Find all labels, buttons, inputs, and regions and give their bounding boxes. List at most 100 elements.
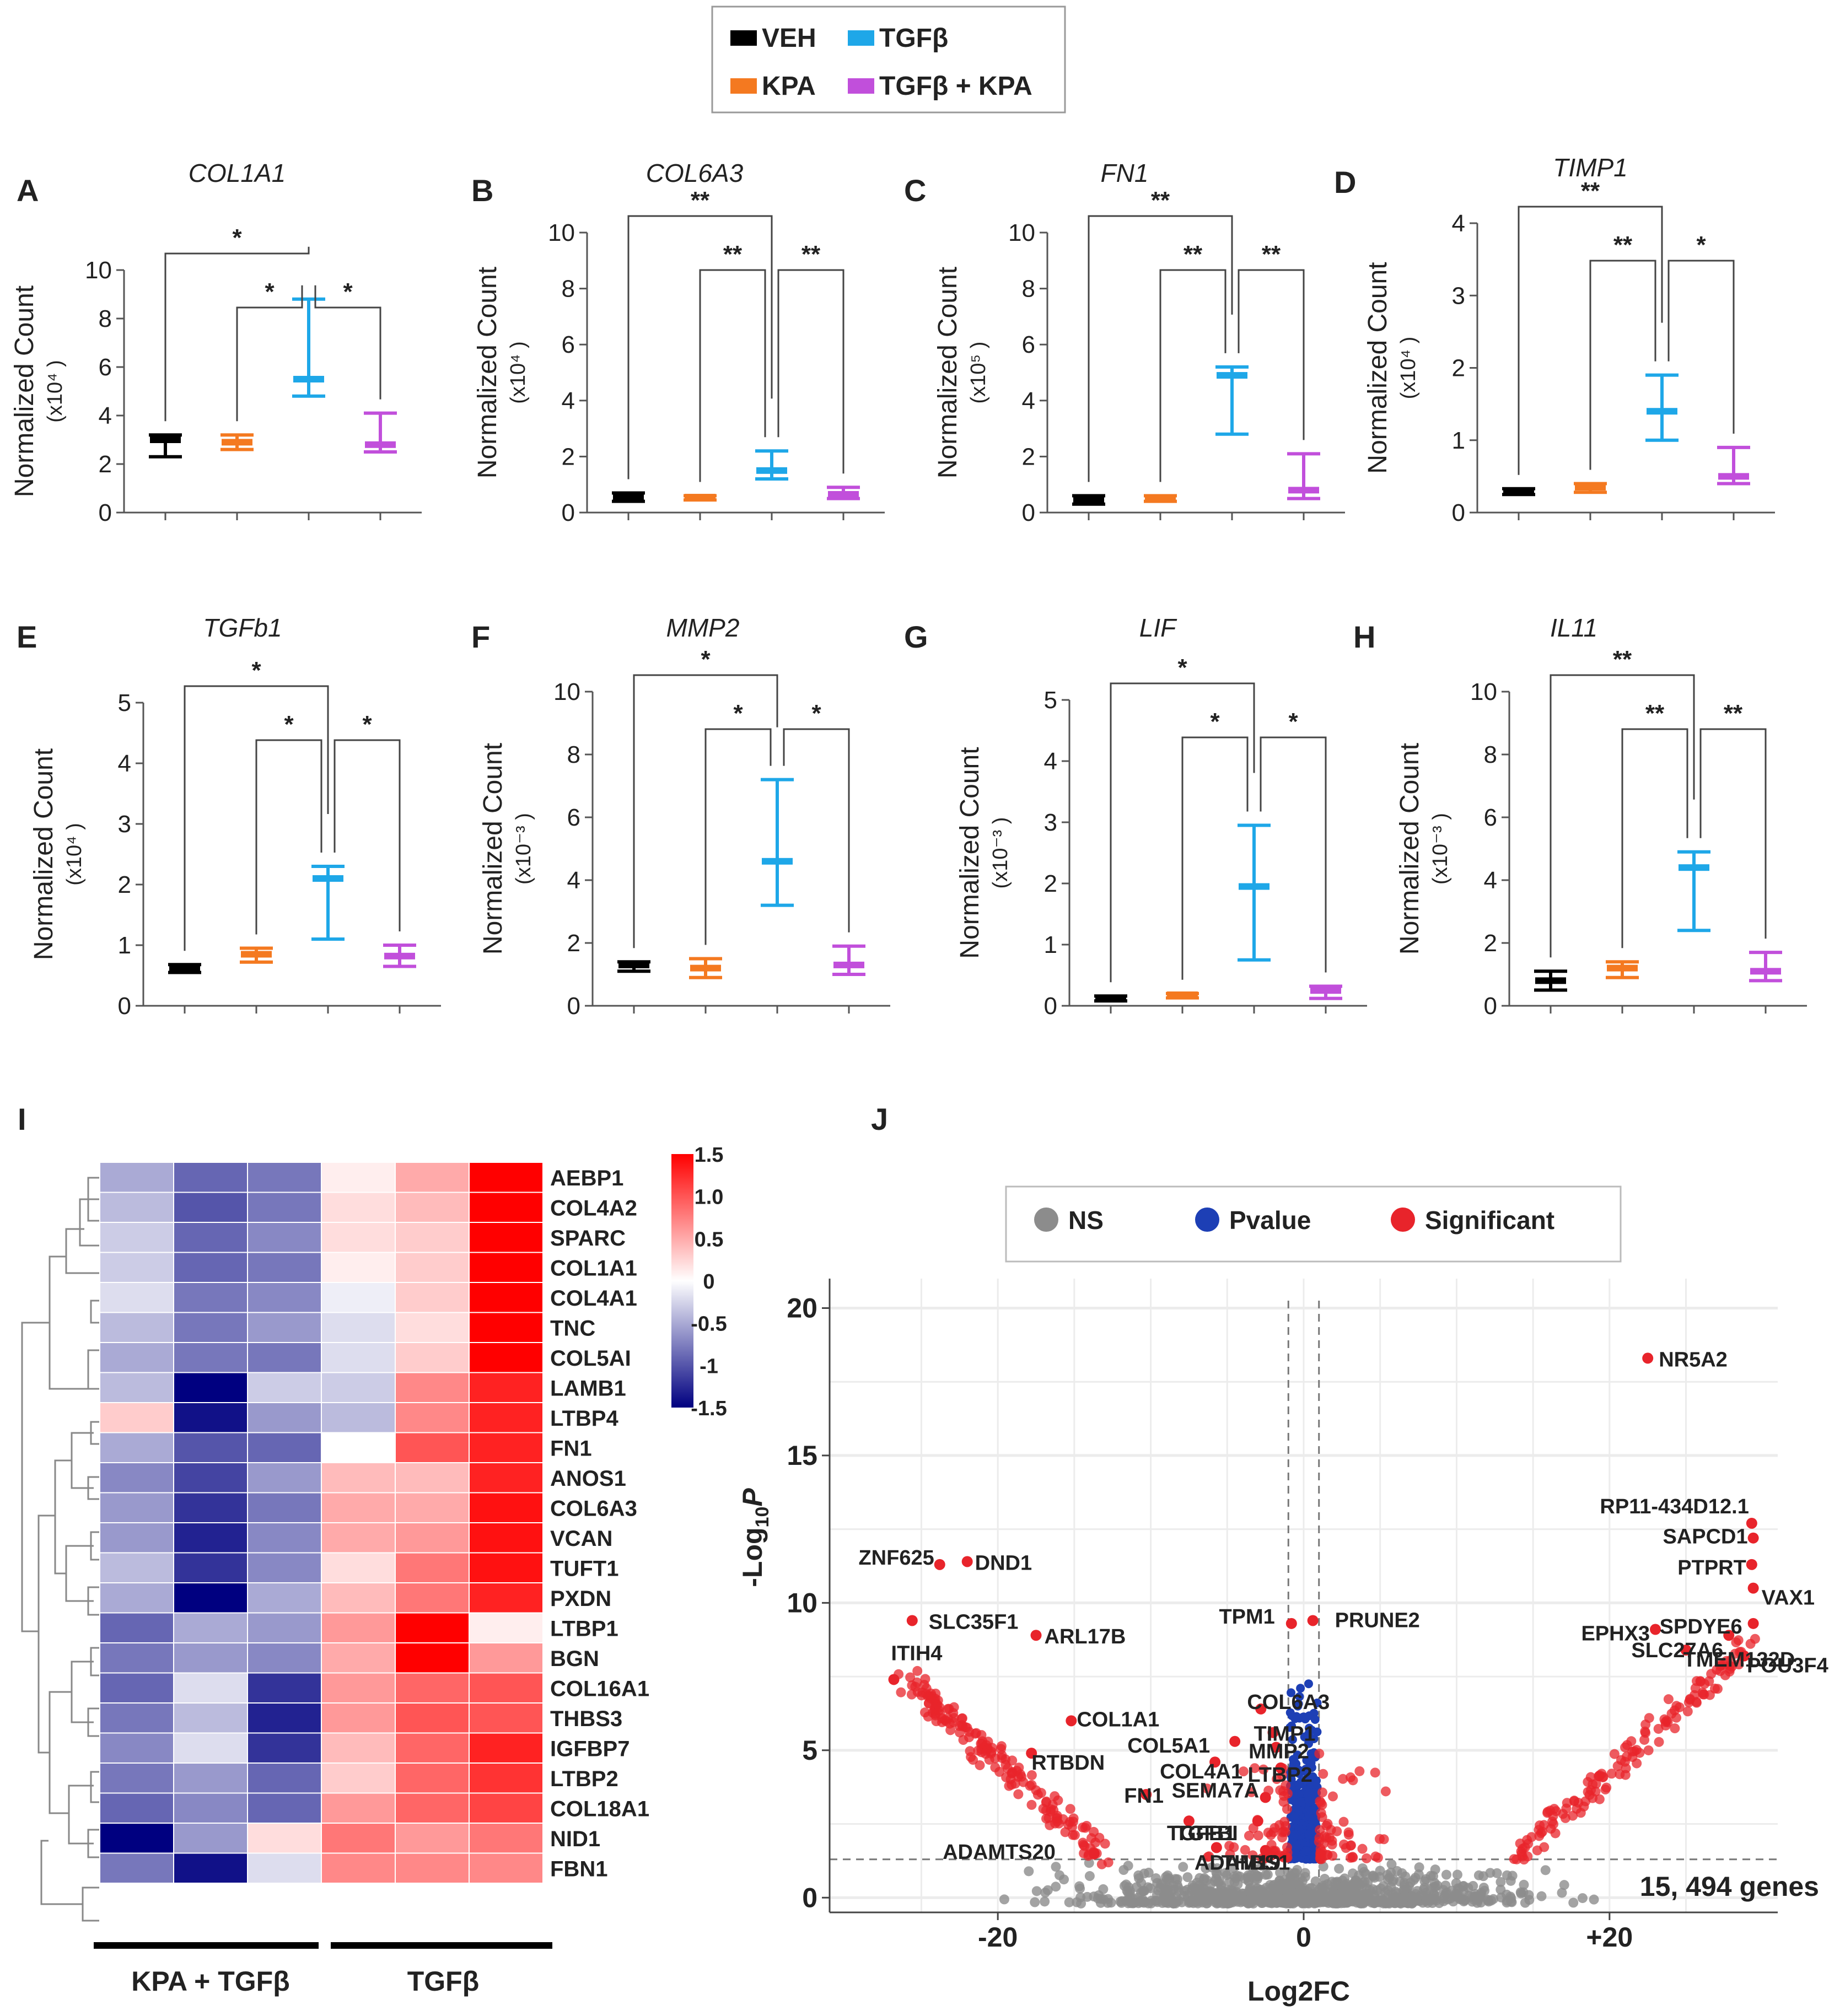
median-bar [685,494,716,501]
point-pvalue [1296,1797,1305,1807]
y-tick-label: 6 [1484,804,1497,831]
y-tick-label: 8 [99,305,112,332]
point-pvalue [1288,1735,1297,1744]
point-ns [1222,1893,1233,1903]
heatmap-cell [396,1733,469,1762]
heatmap-cell [322,1403,395,1432]
point-significant [1575,1808,1586,1818]
median-bar [1575,484,1606,491]
significance-bracket [1260,736,1327,973]
scale-tick-label: 1.5 [695,1144,724,1167]
point-ns [1172,1874,1182,1884]
gene-label: ADAMTS20 [943,1841,1056,1864]
heatmap-cell [470,1433,542,1462]
gene-label: MMP2 [1249,1740,1309,1763]
point-pvalue [1293,1701,1303,1711]
point-significant [1089,1826,1099,1837]
heatmap-cell [248,1343,321,1372]
point-ns [1195,1880,1205,1890]
heatmap-cell [470,1824,542,1853]
point-labeled [1747,1618,1759,1629]
median-bar [618,961,649,968]
heatmap-cell [100,1283,173,1312]
y-tick-label: 4 [1452,210,1465,237]
point-significant [1562,1798,1572,1808]
significance-label: ** [1184,241,1203,268]
y-axis-label: Normalized Count [1363,262,1392,473]
point-pvalue [1290,1714,1300,1723]
point-significant [1225,1849,1235,1859]
point-significant [1654,1737,1664,1747]
gene-label: SEMA7A [1172,1779,1259,1802]
heatmap-cell [322,1313,395,1342]
point-ns [1157,1879,1168,1890]
median-bar [756,467,787,474]
heatmap-cell [100,1163,173,1192]
significance-label: ** [1724,700,1743,727]
volcano-panel: J NS Pvalue Significant NR5A2 RP11-434D12… [737,1102,1828,2007]
significance-label: ** [1262,241,1281,268]
heatmap-cell [470,1613,542,1642]
y-tick-label: 10 [85,257,112,284]
group-label-kpa-tgfb: KPA + TGFβ [131,1966,289,1997]
point-significant [1640,1719,1651,1730]
median-bar [313,875,343,882]
heatmap-dendrogram [21,1177,99,1922]
heatmap-cell [174,1643,247,1673]
box-kpa [1144,494,1177,503]
panel-label: F [471,619,490,654]
panel-label: E [17,619,37,654]
y-tick-label: 2 [1044,870,1057,897]
heatmap-cell [396,1853,469,1883]
point-labeled [1252,1815,1263,1827]
gene-label: COL4A1 [1160,1760,1242,1783]
heatmap-cell [470,1223,542,1252]
point-ns [1524,1895,1535,1905]
heatmap-cell [322,1223,395,1252]
heatmap-row-label: IGFBP7 [550,1737,630,1761]
legend-swatch-tgfb [848,30,874,46]
significance-label: * [343,278,353,305]
heatmap-cell [322,1433,395,1462]
legend-label-tgfb-kpa: TGFβ + KPA [879,72,1032,101]
significance-bracket [627,215,773,479]
point-significant [1103,1857,1113,1868]
volcano-legend-pvalue-dot [1195,1208,1219,1232]
heatmap-cell [396,1583,469,1613]
point-ns [1245,1883,1255,1894]
box-kpa [1574,482,1607,494]
point-labeled [1255,1703,1267,1715]
point-significant [1318,1769,1328,1779]
heatmap-cell [174,1583,247,1613]
y-tick-label: 4 [99,402,112,429]
heatmap-cell [174,1793,247,1823]
point-labeled [1680,1644,1692,1656]
point-pvalue [1304,1723,1314,1733]
heatmap-cell [100,1373,173,1402]
point-labeled [1260,1792,1271,1803]
scale-tick-label: 0 [703,1270,714,1293]
group-label-tgfb: TGFβ [407,1966,480,1997]
volcano-x-tick-label: 0 [1296,1922,1311,1953]
heatmap-cell [100,1493,173,1522]
point-significant [1542,1807,1553,1817]
gene-label: VAX1 [1762,1587,1815,1610]
heatmap-cell [100,1193,173,1222]
point-labeled [1747,1532,1759,1544]
heatmap-row-label: COL4A2 [550,1196,637,1221]
significance-bracket [783,728,850,932]
point-significant [906,1689,917,1700]
significance-bracket [1159,269,1226,482]
point-ns [1139,1886,1149,1896]
point-ns [1330,1894,1341,1905]
point-ns [1362,1889,1372,1899]
significance-bracket [1621,728,1688,948]
median-bar [1647,408,1677,415]
y-tick-label: 10 [553,678,580,705]
point-labeled [888,1674,900,1685]
point-ns [1446,1885,1457,1896]
point-ns [1210,1876,1220,1886]
box-tgf-kpa [827,486,860,500]
point-significant [1327,1836,1337,1846]
significance-bracket [633,674,778,948]
